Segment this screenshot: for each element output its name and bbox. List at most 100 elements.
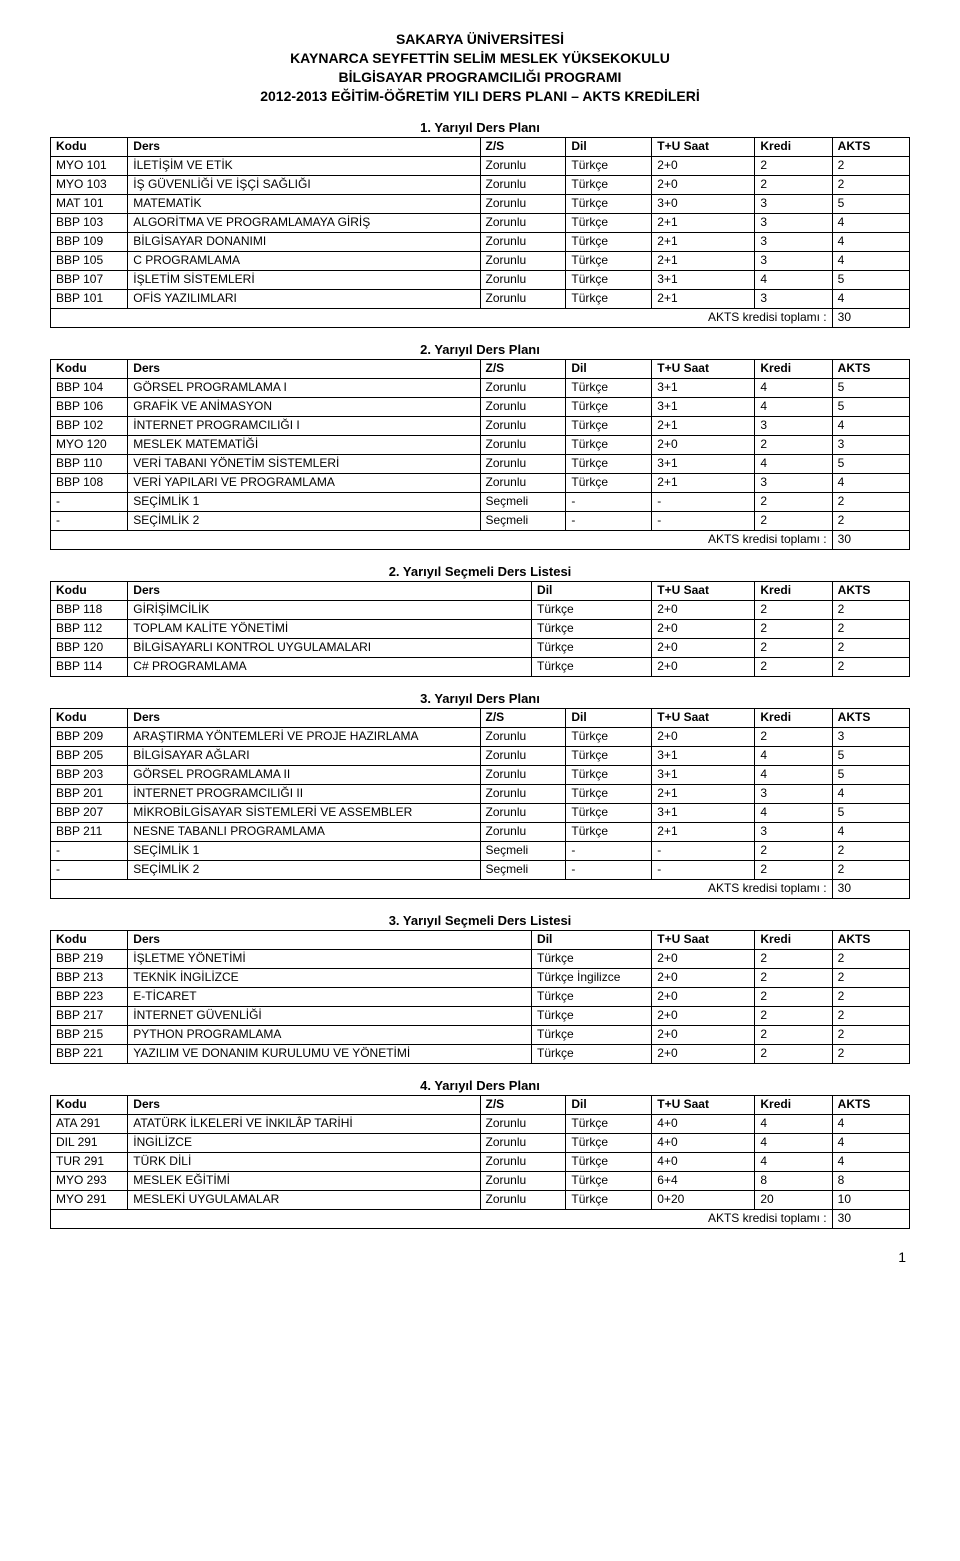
table-cell: -: [566, 841, 652, 860]
table-row: -SEÇİMLİK 2Seçmeli--22: [51, 511, 910, 530]
table-cell: 2+1: [652, 213, 755, 232]
table-cell: MAT 101: [51, 194, 128, 213]
table-cell: 4: [832, 822, 909, 841]
table-cell: 2+1: [652, 784, 755, 803]
col-header: Ders: [128, 930, 532, 949]
table-cell: ATA 291: [51, 1114, 128, 1133]
table-cell: 2+0: [652, 987, 755, 1006]
table-title: 1. Yarıyıl Ders Planı: [50, 120, 910, 135]
table-row: MYO 103İŞ GÜVENLİĞİ VE İŞÇİ SAĞLIĞIZorun…: [51, 175, 910, 194]
table-row: BBP 205BİLGİSAYAR AĞLARIZorunluTürkçe3+1…: [51, 746, 910, 765]
col-header: Kredi: [755, 359, 832, 378]
page-number: 1: [50, 1249, 910, 1265]
col-header: Dil: [566, 1095, 652, 1114]
table-row: BBP 105C PROGRAMLAMAZorunluTürkçe2+134: [51, 251, 910, 270]
table-cell: Zorunlu: [480, 1152, 566, 1171]
table-cell: BBP 112: [51, 619, 128, 638]
table-cell: 10: [832, 1190, 909, 1209]
table-cell: Türkçe: [566, 289, 652, 308]
table-cell: 3: [755, 822, 832, 841]
table-cell: Zorunlu: [480, 803, 566, 822]
table-cell: BİLGİSAYARLI KONTROL UYGULAMALARI: [128, 638, 532, 657]
table-cell: Zorunlu: [480, 473, 566, 492]
table-cell: 4+0: [652, 1133, 755, 1152]
table-cell: TUR 291: [51, 1152, 128, 1171]
table-cell: 2: [832, 175, 909, 194]
table-row: ATA 291ATATÜRK İLKELERİ VE İNKILÂP TARİH…: [51, 1114, 910, 1133]
table-cell: 5: [832, 378, 909, 397]
col-header: Z/S: [480, 1095, 566, 1114]
table-cell: Türkçe: [566, 397, 652, 416]
totals-row: AKTS kredisi toplamı :30: [51, 530, 910, 549]
table-cell: Türkçe: [566, 1133, 652, 1152]
table-cell: BBP 201: [51, 784, 128, 803]
table-row: BBP 201İNTERNET PROGRAMCILIĞI IIZorunluT…: [51, 784, 910, 803]
totals-row: AKTS kredisi toplamı :30: [51, 308, 910, 327]
table-cell: 2+1: [652, 822, 755, 841]
table-cell: Seçmeli: [480, 492, 566, 511]
totals-value: 30: [832, 308, 909, 327]
table-cell: 2: [755, 860, 832, 879]
table-cell: BBP 221: [51, 1044, 128, 1063]
table-cell: BBP 103: [51, 213, 128, 232]
table-row: BBP 223E-TİCARETTürkçe2+022: [51, 987, 910, 1006]
table-cell: Türkçe: [566, 473, 652, 492]
table-cell: 3: [755, 784, 832, 803]
table-cell: 2+0: [652, 1006, 755, 1025]
totals-value: 30: [832, 1209, 909, 1228]
table-cell: 2: [755, 600, 832, 619]
table-row: BBP 209ARAŞTIRMA YÖNTEMLERİ VE PROJE HAZ…: [51, 727, 910, 746]
table-cell: 2: [755, 727, 832, 746]
table-cell: 4+0: [652, 1152, 755, 1171]
table-header-row: KoduDersZ/SDilT+U SaatKrediAKTS: [51, 708, 910, 727]
table-cell: Türkçe: [566, 746, 652, 765]
table-cell: İŞLETİM SİSTEMLERİ: [128, 270, 480, 289]
col-header: Dil: [566, 708, 652, 727]
course-table: KoduDersZ/SDilT+U SaatKrediAKTSBBP 209AR…: [50, 708, 910, 899]
table-cell: BBP 205: [51, 746, 128, 765]
table-cell: TÜRK DİLİ: [128, 1152, 480, 1171]
table-cell: 3: [832, 727, 909, 746]
col-header: Kodu: [51, 137, 128, 156]
table-cell: ATATÜRK İLKELERİ VE İNKILÂP TARİHİ: [128, 1114, 480, 1133]
table-cell: 2+0: [652, 600, 755, 619]
table-cell: MATEMATİK: [128, 194, 480, 213]
table-cell: 4+0: [652, 1114, 755, 1133]
table-header-row: KoduDersZ/SDilT+U SaatKrediAKTS: [51, 137, 910, 156]
table-row: -SEÇİMLİK 1Seçmeli--22: [51, 492, 910, 511]
table-cell: 4: [755, 1114, 832, 1133]
table-cell: Türkçe: [566, 213, 652, 232]
table-cell: İNTERNET PROGRAMCILIĞI I: [128, 416, 480, 435]
table-cell: Türkçe: [532, 1044, 652, 1063]
table-cell: MESLEKİ UYGULAMALAR: [128, 1190, 480, 1209]
table-cell: 5: [832, 397, 909, 416]
table-cell: 2: [832, 619, 909, 638]
table-cell: 3: [755, 194, 832, 213]
table-cell: Zorunlu: [480, 270, 566, 289]
table-cell: 2: [832, 841, 909, 860]
col-header: Kredi: [755, 1095, 832, 1114]
table-cell: Zorunlu: [480, 194, 566, 213]
col-header: Kodu: [51, 581, 128, 600]
col-header: T+U Saat: [652, 1095, 755, 1114]
table-cell: 2: [755, 1025, 832, 1044]
table-cell: 4: [755, 1152, 832, 1171]
table-row: BBP 110VERİ TABANI YÖNETİM SİSTEMLERİZor…: [51, 454, 910, 473]
course-table: KoduDersDilT+U SaatKrediAKTSBBP 219İŞLET…: [50, 930, 910, 1064]
table-cell: 3+1: [652, 270, 755, 289]
col-header: AKTS: [832, 930, 909, 949]
table-cell: SEÇİMLİK 2: [128, 511, 480, 530]
col-header: Ders: [128, 581, 532, 600]
col-header: AKTS: [832, 581, 909, 600]
table-cell: Türkçe: [566, 1114, 652, 1133]
table-cell: Zorunlu: [480, 416, 566, 435]
totals-row: AKTS kredisi toplamı :30: [51, 1209, 910, 1228]
table-cell: Türkçe: [566, 435, 652, 454]
table-cell: -: [51, 511, 128, 530]
table-row: -SEÇİMLİK 2Seçmeli--22: [51, 860, 910, 879]
table-row: BBP 104GÖRSEL PROGRAMLAMA IZorunluTürkçe…: [51, 378, 910, 397]
table-cell: Zorunlu: [480, 156, 566, 175]
table-cell: -: [566, 492, 652, 511]
table-cell: 4: [755, 397, 832, 416]
col-header: Kodu: [51, 1095, 128, 1114]
